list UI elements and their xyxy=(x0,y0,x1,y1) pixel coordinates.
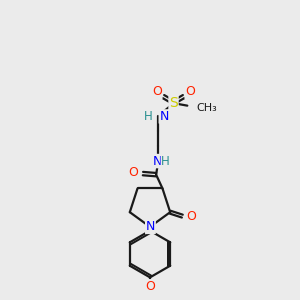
Text: N: N xyxy=(152,154,162,168)
Text: N: N xyxy=(159,110,169,123)
Text: S: S xyxy=(169,96,178,110)
Text: O: O xyxy=(128,166,138,179)
Text: N: N xyxy=(146,220,155,233)
Text: H: H xyxy=(143,110,152,123)
Text: CH₃: CH₃ xyxy=(197,103,218,112)
Text: O: O xyxy=(185,85,195,98)
Text: O: O xyxy=(152,85,162,98)
Text: O: O xyxy=(186,210,196,223)
Text: O: O xyxy=(145,280,155,293)
Text: H: H xyxy=(161,154,170,168)
